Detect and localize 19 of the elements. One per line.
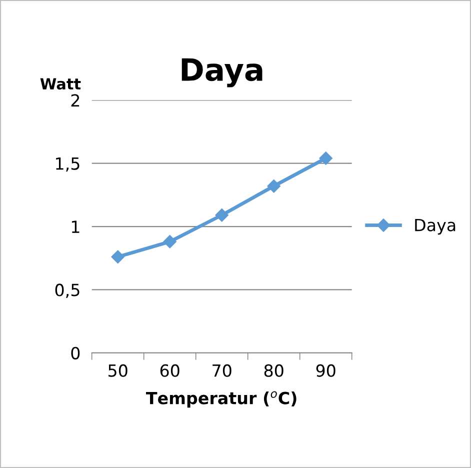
y-tick-label: 0 (71, 346, 80, 360)
x-tick-label: 70 (212, 364, 232, 377)
y-tick-label: 1,5 (56, 158, 80, 172)
y-axis-title: Watt (40, 78, 81, 90)
x-tick-label: 50 (108, 364, 128, 377)
x-axis-title: Temperatur ($^{o}$C) (146, 391, 296, 408)
legend-label: Daya (415, 218, 456, 235)
chart-title: Daya (182, 58, 262, 88)
point (319, 152, 332, 165)
point (267, 179, 280, 193)
x-tick-label: 90 (316, 364, 336, 377)
point (111, 250, 124, 264)
x-tick-label: 80 (264, 364, 284, 377)
point (215, 208, 228, 222)
x-tick-label: 60 (160, 364, 180, 377)
point (163, 235, 176, 248)
y-tick-label: 2 (71, 94, 80, 106)
y-tick-label: 0,5 (55, 284, 80, 298)
y-tick-label: 1 (72, 220, 80, 233)
